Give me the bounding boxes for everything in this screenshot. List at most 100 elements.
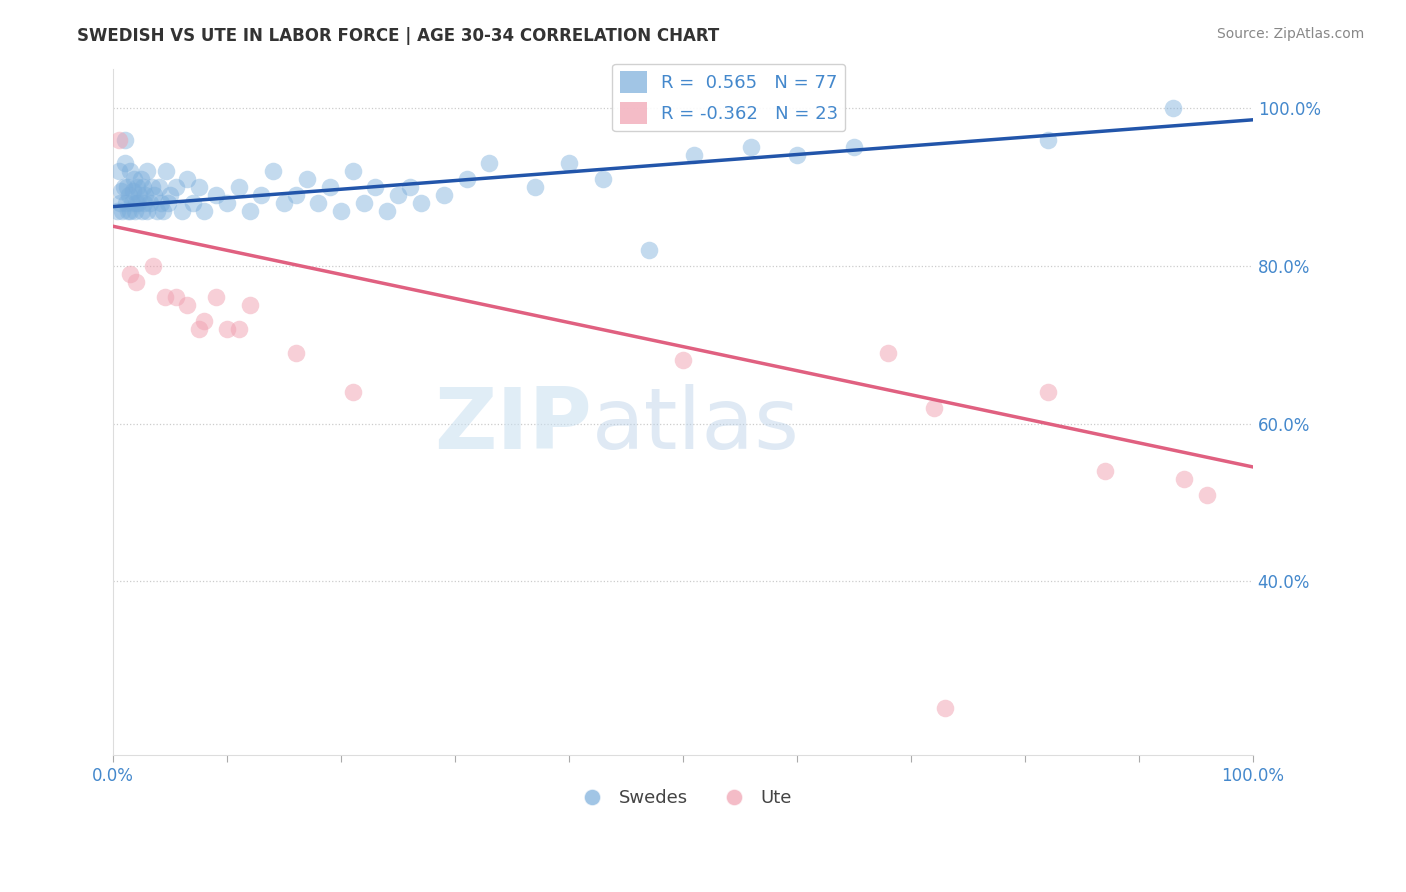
Point [217,195,239,210]
Point [127,195,149,210]
Point [295,172,318,186]
Point [205,187,228,202]
Point [117,203,139,218]
Text: atlas: atlas [592,384,800,467]
Point [433,187,456,202]
Point [187,322,209,336]
Point [342,384,364,399]
Point [170,203,193,218]
Point [114,195,136,210]
Point [637,243,659,257]
Point [523,179,546,194]
Point [284,187,307,202]
Point [110,184,132,198]
Point [120,203,142,218]
Point [114,132,136,146]
Point [128,187,150,202]
Point [138,195,160,210]
Point [165,179,187,194]
Point [108,195,131,210]
Point [108,132,131,146]
Point [121,195,143,210]
Point [205,290,228,304]
Point [165,290,187,304]
Point [136,164,159,178]
Point [125,275,148,289]
Point [142,259,165,273]
Point [786,148,808,162]
Point [877,345,900,359]
Point [143,187,166,202]
Point [592,172,614,186]
Point [239,203,262,218]
Text: SWEDISH VS UTE IN LABOR FORCE | AGE 30-34 CORRELATION CHART: SWEDISH VS UTE IN LABOR FORCE | AGE 30-3… [77,27,720,45]
Point [152,203,174,218]
Point [1173,472,1195,486]
Point [150,195,173,210]
Point [131,203,153,218]
Point [187,179,209,194]
Point [148,179,170,194]
Point [228,322,250,336]
Point [1036,132,1059,146]
Point [120,267,142,281]
Point [153,290,176,304]
Point [114,156,136,170]
Point [136,203,159,218]
Point [262,164,284,178]
Point [105,203,128,218]
Point [1197,487,1219,501]
Point [375,203,398,218]
Point [129,172,152,186]
Point [176,172,198,186]
Point [1094,464,1116,478]
Point [112,179,135,194]
Point [181,195,204,210]
Point [683,148,706,162]
Point [132,179,155,194]
Legend: Swedes, Ute: Swedes, Ute [567,782,799,814]
Point [176,298,198,312]
Text: Source: ZipAtlas.com: Source: ZipAtlas.com [1216,27,1364,41]
Point [155,164,177,178]
Point [478,156,501,170]
Point [228,179,250,194]
Point [284,345,307,359]
Point [409,195,432,210]
Point [108,164,131,178]
Point [307,195,329,210]
Point [398,179,420,194]
Point [159,187,181,202]
Point [342,164,364,178]
Point [145,203,167,218]
Point [239,298,262,312]
Point [922,401,945,415]
Text: ZIP: ZIP [434,384,592,467]
Point [124,203,146,218]
Point [672,353,695,368]
Point [456,172,478,186]
Point [132,195,155,210]
Point [1161,101,1184,115]
Point [134,187,156,202]
Point [319,179,342,194]
Point [842,140,865,154]
Point [121,184,143,198]
Point [217,322,239,336]
Point [250,187,273,202]
Point [193,314,215,328]
Point [111,203,134,218]
Point [353,195,375,210]
Point [122,172,145,186]
Point [120,164,142,178]
Point [127,179,149,194]
Point [558,156,581,170]
Point [740,140,762,154]
Point [115,179,138,194]
Point [387,187,409,202]
Point [934,700,956,714]
Point [125,195,148,210]
Point [156,195,179,210]
Point [273,195,295,210]
Point [141,179,163,194]
